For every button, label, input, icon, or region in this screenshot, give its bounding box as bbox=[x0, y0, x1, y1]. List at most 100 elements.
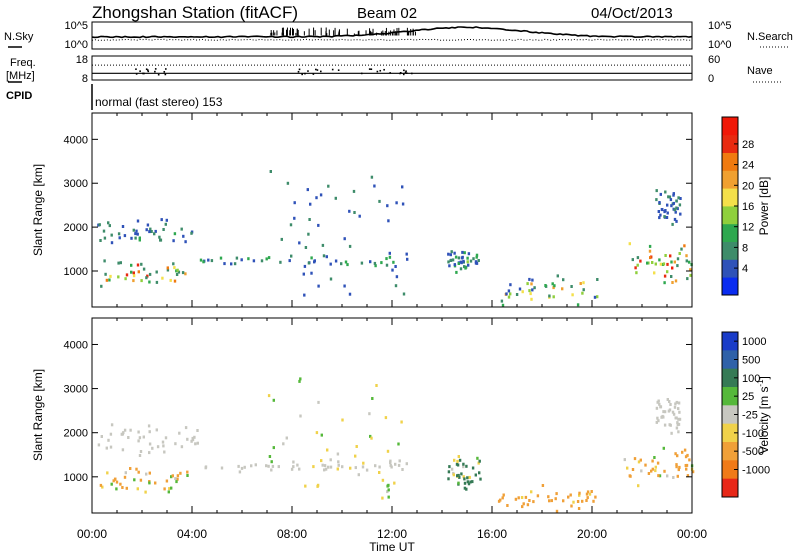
echo-cell bbox=[337, 463, 340, 467]
echo-cell bbox=[392, 260, 395, 264]
echo-cell bbox=[235, 256, 239, 260]
echo-cell bbox=[675, 463, 678, 467]
echo-cell bbox=[132, 228, 135, 232]
echo-cell bbox=[670, 431, 673, 435]
echo-cell bbox=[252, 259, 256, 263]
echo-cell bbox=[207, 258, 210, 262]
echo-cell bbox=[456, 459, 459, 463]
echo-cell bbox=[530, 282, 533, 286]
colorbar-swatch bbox=[722, 277, 738, 296]
echo-cell bbox=[673, 405, 677, 409]
echo-cell bbox=[125, 273, 129, 277]
colorbar-tick-label: 100 bbox=[742, 373, 760, 385]
echo-cell bbox=[685, 467, 688, 471]
echo-cell bbox=[307, 232, 310, 236]
beam-label: Beam 02 bbox=[357, 5, 417, 22]
echo-cell bbox=[109, 445, 113, 449]
colorbar-tick-label: 4 bbox=[742, 263, 748, 275]
echo-cell bbox=[358, 214, 361, 218]
echo-cell bbox=[395, 201, 398, 205]
freq-dot bbox=[337, 69, 340, 71]
echo-cell bbox=[326, 448, 329, 452]
echo-cell bbox=[518, 287, 522, 291]
echo-cell bbox=[576, 500, 580, 503]
echo-cell bbox=[663, 281, 666, 285]
echo-cell bbox=[596, 278, 599, 281]
echo-cell bbox=[151, 446, 154, 450]
echo-cell bbox=[163, 450, 166, 454]
echo-cell bbox=[475, 253, 479, 257]
echo-cell bbox=[117, 232, 121, 236]
echo-cell bbox=[161, 440, 165, 444]
colorbar-tick-label: 24 bbox=[742, 160, 754, 172]
freq-dot bbox=[297, 70, 300, 73]
echo-cell bbox=[354, 454, 357, 458]
echo-cell bbox=[97, 443, 101, 447]
echo-cell bbox=[657, 419, 660, 423]
echo-cell bbox=[148, 442, 152, 446]
echo-cell bbox=[161, 276, 164, 280]
echo-cell bbox=[672, 193, 675, 197]
cpid-label: CPID bbox=[6, 90, 32, 102]
echo-cell bbox=[166, 266, 169, 270]
echo-cell bbox=[303, 293, 306, 297]
freq-dot bbox=[315, 68, 317, 71]
echo-cell bbox=[146, 223, 150, 227]
echo-cell bbox=[639, 259, 642, 263]
echo-cell bbox=[293, 216, 296, 220]
echo-cell bbox=[164, 222, 167, 226]
echo-cell bbox=[636, 256, 640, 260]
echo-cell bbox=[677, 422, 681, 426]
echo-cell bbox=[303, 264, 307, 268]
echo-cell bbox=[137, 439, 140, 443]
echo-cell bbox=[296, 463, 299, 467]
echo-cell bbox=[375, 384, 378, 387]
echo-cell bbox=[447, 470, 451, 474]
cpid-value: normal (fast stereo) 153 bbox=[95, 95, 223, 109]
echo-cell bbox=[385, 257, 388, 261]
velocity-panel: 1000 2000 3000 4000 bbox=[64, 317, 695, 514]
echo-cell bbox=[501, 496, 504, 500]
echo-cell bbox=[452, 473, 455, 477]
echo-cell bbox=[662, 415, 665, 419]
echo-cell bbox=[115, 480, 119, 484]
echo-cell bbox=[671, 410, 675, 414]
echo-cell bbox=[357, 473, 360, 477]
echo-cell bbox=[254, 463, 257, 467]
echo-cell bbox=[472, 257, 475, 261]
echo-cell bbox=[267, 256, 271, 260]
echo-cell bbox=[130, 236, 133, 240]
y-tick-label: 1000 bbox=[64, 266, 88, 278]
colorbar-tick-label: 12 bbox=[742, 222, 754, 234]
echo-cell bbox=[105, 278, 109, 282]
echo-cell bbox=[457, 473, 460, 477]
echo-cell bbox=[162, 228, 165, 231]
echo-cell bbox=[103, 259, 106, 263]
echo-cell bbox=[458, 458, 462, 462]
echo-cell bbox=[132, 271, 135, 275]
echo-cell bbox=[521, 505, 524, 509]
echo-cell bbox=[184, 272, 187, 276]
echo-cell bbox=[184, 240, 187, 244]
echo-cell bbox=[336, 452, 340, 456]
echo-cell bbox=[122, 431, 125, 435]
echo-cell bbox=[400, 420, 403, 424]
echo-cell bbox=[479, 477, 482, 481]
echo-cell bbox=[401, 185, 404, 189]
echo-cell bbox=[196, 429, 199, 432]
echo-cell bbox=[148, 481, 151, 485]
echo-cell bbox=[457, 455, 460, 458]
freq-dot bbox=[157, 73, 160, 76]
echo-cell bbox=[675, 465, 678, 469]
echo-cell bbox=[334, 196, 337, 200]
echo-cell bbox=[171, 474, 174, 478]
echo-cell bbox=[289, 223, 293, 227]
echo-cell bbox=[118, 236, 121, 240]
echo-cell bbox=[572, 500, 575, 504]
nsky-label: N.Sky bbox=[4, 31, 34, 43]
echo-cell bbox=[466, 480, 469, 484]
freq-dot bbox=[154, 70, 156, 73]
echo-cell bbox=[657, 474, 660, 478]
echo-cell bbox=[147, 424, 151, 428]
freq-dot bbox=[298, 68, 301, 71]
